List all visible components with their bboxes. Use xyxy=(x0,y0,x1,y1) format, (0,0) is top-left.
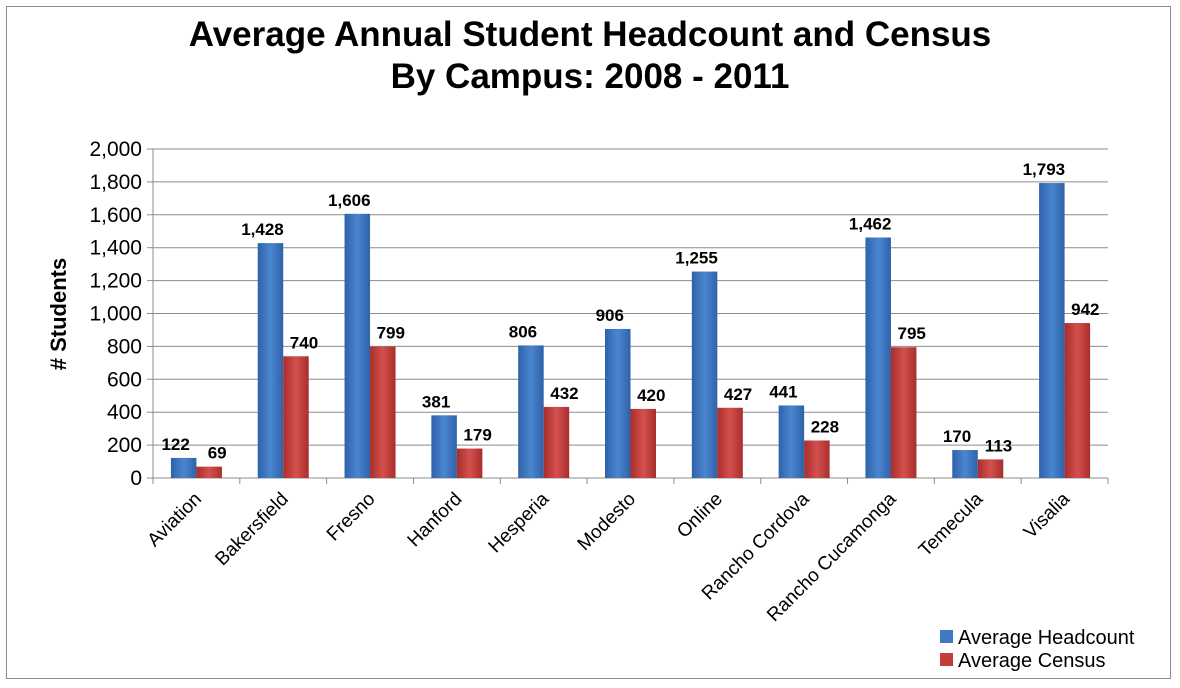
y-tick-label: 1,400 xyxy=(89,237,142,260)
data-label-average-headcount-rancho-cucamonga: 1,462 xyxy=(849,215,892,234)
bar-average-headcount-hesperia xyxy=(518,345,544,478)
legend-swatch-average-headcount xyxy=(940,630,953,643)
y-tick-label: 1,000 xyxy=(89,303,142,326)
data-label-average-headcount-visalia: 1,793 xyxy=(1023,160,1066,179)
category-label-bakersfield: Bakersfield xyxy=(211,489,292,570)
data-label-average-census-visalia: 942 xyxy=(1071,300,1099,319)
legend-label-average-census: Average Census xyxy=(958,650,1106,672)
data-label-average-headcount-bakersfield: 1,428 xyxy=(241,220,284,239)
chart-frame xyxy=(6,6,1171,679)
bar-average-census-online xyxy=(717,407,743,478)
legend: Average Headcount Average Census xyxy=(940,627,1135,672)
data-label-average-census-bakersfield: 740 xyxy=(290,333,318,352)
y-tick-label: 600 xyxy=(107,368,142,391)
bar-average-census-rancho-cucamonga xyxy=(890,347,917,478)
category-label-aviation: Aviation xyxy=(144,489,206,551)
bar-average-headcount-visalia xyxy=(1039,183,1065,478)
y-tick-label: 0 xyxy=(130,467,142,490)
bar-average-census-temecula xyxy=(977,459,1004,478)
data-label-average-headcount-online: 1,255 xyxy=(675,249,718,268)
data-label-average-census-temecula: 113 xyxy=(985,436,1012,455)
data-label-average-headcount-rancho-cordova: 441 xyxy=(769,382,797,401)
bar-average-census-aviation xyxy=(196,466,222,478)
category-label-temecula: Temecula xyxy=(915,488,988,561)
bar-average-headcount-aviation xyxy=(170,457,197,478)
axes: 0 200 400 600 800 1,000 1,200 1,400 1,600 1,800 2,… xyxy=(89,138,1109,626)
bar-average-headcount-online xyxy=(691,271,718,478)
y-tick-label: 400 xyxy=(107,401,142,424)
legend-label-average-headcount: Average Headcount xyxy=(958,627,1135,649)
data-label-average-headcount-aviation: 122 xyxy=(161,435,189,454)
category-label-fresno: Fresno xyxy=(323,489,380,546)
bar-average-headcount-modesto xyxy=(605,328,631,478)
chart-title-line-2: By Campus: 2008 - 2011 xyxy=(390,57,790,96)
legend-swatch-average-census xyxy=(940,653,953,666)
bar-average-headcount-hanford xyxy=(431,415,457,478)
category-label-modesto: Modesto xyxy=(574,489,640,555)
bar-average-headcount-temecula xyxy=(952,450,978,478)
y-tick-label: 800 xyxy=(107,335,142,358)
bar-average-census-modesto xyxy=(630,408,656,478)
bars xyxy=(170,183,1091,479)
y-tick-label: 1,600 xyxy=(89,204,142,227)
data-label-average-census-online: 427 xyxy=(724,385,752,404)
data-label-average-headcount-fresno: 1,606 xyxy=(328,191,371,210)
y-axis-label: # Students xyxy=(46,258,71,370)
data-label-average-census-modesto: 420 xyxy=(637,386,665,405)
bar-average-headcount-bakersfield xyxy=(257,243,284,478)
category-label-visalia: Visalia xyxy=(1020,488,1074,542)
bar-average-census-bakersfield xyxy=(283,356,309,478)
data-label-average-census-rancho-cucamonga: 795 xyxy=(898,324,926,343)
data-label-average-census-fresno: 799 xyxy=(377,324,405,343)
data-label-average-headcount-hesperia: 806 xyxy=(509,322,537,341)
category-label-hanford: Hanford xyxy=(404,489,467,552)
data-label-average-headcount-hanford: 381 xyxy=(422,392,450,411)
category-label-online: Online xyxy=(673,489,727,543)
y-tick-label: 1,200 xyxy=(89,270,142,293)
data-label-average-headcount-modesto: 906 xyxy=(596,306,624,325)
category-label-hesperia: Hesperia xyxy=(485,488,554,557)
y-tick-label: 2,000 xyxy=(89,138,142,161)
bar-average-census-fresno xyxy=(370,346,396,478)
bar-average-census-visalia xyxy=(1064,323,1091,478)
data-label-average-headcount-temecula: 170 xyxy=(943,427,971,446)
data-label-average-census-rancho-cordova: 228 xyxy=(811,417,839,436)
bar-average-headcount-rancho-cordova xyxy=(778,405,805,478)
bar-average-census-hesperia xyxy=(543,406,570,478)
data-label-average-census-aviation: 69 xyxy=(208,444,227,463)
y-tick-label: 1,800 xyxy=(89,171,142,194)
data-label-average-census-hanford: 179 xyxy=(463,426,491,445)
bar-average-headcount-fresno xyxy=(344,213,371,479)
bar-average-census-hanford xyxy=(456,448,483,478)
bar-average-headcount-rancho-cucamonga xyxy=(865,237,891,478)
chart-title-line-1: Average Annual Student Headcount and Cen… xyxy=(188,15,992,54)
bar-average-census-rancho-cordova xyxy=(804,440,830,478)
data-label-average-census-hesperia: 432 xyxy=(550,384,578,403)
chart-title: Average Annual Student Headcount and Cen… xyxy=(0,14,1180,98)
y-tick-label: 200 xyxy=(107,434,142,457)
data-labels: 122 1,428 1,606 381 806 906 1,255 441 1,462 170 1,… xyxy=(161,160,1099,463)
